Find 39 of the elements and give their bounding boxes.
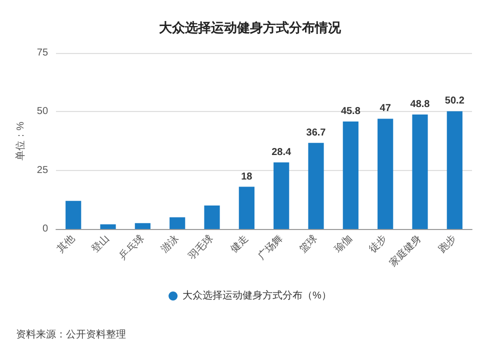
y-tick-label: 50 (36, 106, 48, 118)
y-tick-label: 75 (36, 48, 48, 58)
x-tick-label: 登山 (89, 232, 112, 256)
x-tick-label: 跑步 (436, 232, 459, 256)
x-tick-label: 篮球 (297, 232, 320, 256)
data-label: 45.8 (340, 106, 361, 118)
x-tick-label: 徒步 (366, 232, 390, 256)
data-label: 36.7 (306, 127, 326, 138)
data-label: 48.8 (410, 98, 430, 110)
y-tick-label: 25 (36, 164, 48, 176)
legend-label: 大众选择运动健身方式分布（%） (182, 290, 332, 302)
bar (378, 118, 394, 229)
bar (446, 111, 462, 229)
x-tick-label: 瑜伽 (332, 232, 355, 256)
data-label: 28.4 (272, 146, 292, 158)
data-label: 47 (380, 103, 392, 114)
x-tick-label: 健走 (228, 232, 251, 256)
data-label: 50.2 (444, 96, 465, 107)
y-tick-label: 0 (42, 224, 48, 234)
x-tick-label: 羽毛球 (186, 232, 216, 262)
bar (66, 200, 82, 229)
chart-title: 大众选择运动健身方式分布情况 (159, 20, 342, 35)
y-axis-title: 单位：% (14, 121, 26, 160)
x-tick-label: 乒乓球 (116, 232, 147, 262)
x-tick-label: 家庭健身 (387, 232, 424, 270)
bar (204, 206, 220, 229)
x-tick-label: 游泳 (158, 232, 182, 256)
bar (274, 162, 290, 229)
bar (170, 217, 186, 229)
bar (308, 142, 324, 229)
x-tick-label: 广场舞 (256, 232, 286, 262)
bar (134, 223, 150, 229)
bar (412, 114, 428, 229)
x-tick-label: 其他 (54, 232, 78, 256)
text: 资料来源：公开资料整理 (16, 328, 126, 340)
bar (100, 224, 116, 229)
data-label: 18 (241, 171, 253, 182)
bar (342, 122, 358, 229)
bar (238, 186, 254, 229)
